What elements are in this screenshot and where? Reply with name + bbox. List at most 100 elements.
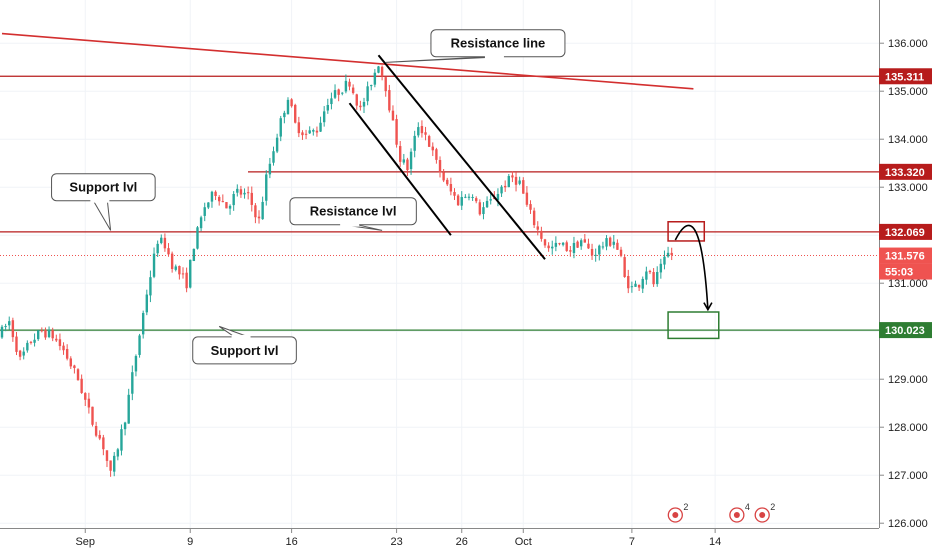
candle-body: [656, 271, 659, 285]
candle-body: [601, 246, 605, 248]
callout-pointer: [92, 200, 112, 231]
callout-joint: [484, 54, 504, 59]
candle-body: [210, 191, 214, 202]
candle-body: [435, 149, 438, 160]
x-tick-label: 14: [709, 536, 721, 548]
candle-body: [141, 312, 145, 335]
resistance-trendline: [1, 32, 694, 90]
candle-body: [225, 202, 228, 209]
channel-lower: [348, 102, 452, 236]
candle-body: [547, 245, 550, 249]
candle-body: [630, 286, 634, 288]
candle-body: [641, 278, 644, 289]
candle-body: [254, 205, 257, 218]
time-axis[interactable]: Sep 9 16 23 26 Oct 7 14: [75, 528, 721, 548]
candle-body: [218, 196, 221, 202]
y-tick-label: 128.000: [888, 422, 928, 434]
x-tick-label: 26: [456, 536, 468, 548]
candle-body: [257, 216, 261, 219]
candle-body: [619, 249, 623, 256]
candle-body: [377, 66, 380, 73]
y-tick-label: 134.000: [888, 134, 928, 146]
candle-body: [330, 98, 333, 105]
callout: Support lvl: [51, 173, 156, 231]
y-tick-label: 136.000: [888, 38, 928, 50]
candle-body: [73, 365, 76, 369]
candle-body: [417, 127, 420, 136]
candle-body: [406, 159, 409, 171]
event-marker: 2: [754, 502, 775, 523]
candle-body: [431, 146, 434, 151]
event-count: 4: [745, 502, 750, 512]
price-tag: 133.320: [885, 167, 925, 179]
candle-body: [156, 243, 159, 254]
event-icon-core: [733, 512, 740, 518]
candle-body: [529, 204, 532, 210]
callout-pointer: [218, 325, 249, 338]
candle-body: [120, 429, 123, 451]
candle-body: [98, 434, 101, 439]
callout-label: Resistance lvl: [310, 204, 397, 219]
candle-body: [272, 151, 275, 163]
callout: Resistance lvl: [289, 197, 417, 231]
candle-body: [612, 241, 615, 245]
price-axis[interactable]: 126.000127.000128.000129.000130.000131.0…: [879, 38, 928, 530]
candle-body: [22, 351, 25, 356]
candle-body: [370, 85, 373, 87]
candle-body: [525, 192, 529, 205]
candle-body: [446, 179, 449, 185]
candle-body: [123, 422, 127, 430]
candle-body: [236, 188, 239, 193]
candle-body: [127, 394, 130, 424]
current-price-tag: 131.576: [885, 251, 925, 263]
candle-body: [442, 172, 445, 181]
candle-body: [362, 101, 366, 107]
candle-body: [569, 250, 572, 252]
candle-body: [178, 265, 181, 275]
y-tick-label: 126.000: [888, 518, 928, 530]
candlesticks: [0, 65, 673, 477]
sell-zone: [667, 221, 706, 242]
candle-body: [666, 252, 670, 257]
candle-body: [275, 137, 279, 152]
candle-body: [543, 239, 547, 246]
event-markers: 2 4 2: [667, 502, 775, 523]
candle-body: [351, 87, 355, 94]
candle-body: [670, 252, 673, 256]
x-tick-label: 23: [390, 536, 402, 548]
target-zone: [667, 311, 720, 340]
candle-body: [203, 207, 206, 216]
candle-body: [250, 192, 253, 205]
candle-body: [514, 176, 518, 185]
price-tag: 130.023: [885, 325, 925, 337]
candle-body: [561, 242, 565, 245]
candle-body: [659, 263, 663, 273]
candle-body: [554, 242, 558, 247]
candle-body: [29, 341, 33, 343]
candle-body: [399, 146, 402, 162]
candle-body: [268, 163, 272, 175]
callout-label: Resistance line: [451, 36, 546, 51]
candle-body: [507, 176, 510, 188]
candle-body: [598, 245, 601, 255]
candle-body: [261, 201, 264, 220]
candle-body: [616, 242, 619, 250]
candle-body: [648, 270, 652, 273]
candle-body: [572, 242, 576, 254]
event-marker: 4: [729, 502, 750, 523]
candle-body: [58, 339, 62, 347]
candle-body: [243, 192, 246, 195]
callout-label: Support lvl: [211, 343, 279, 358]
trendlines: [1, 32, 694, 260]
candle-body: [366, 86, 369, 102]
callout-label: Support lvl: [69, 180, 137, 195]
candle-body: [113, 455, 116, 472]
candle-body: [297, 122, 301, 134]
candle-body: [279, 118, 282, 137]
candle-body: [160, 237, 163, 244]
candle-body: [51, 330, 54, 339]
candle-body: [315, 130, 319, 133]
projection-arrowhead: [703, 302, 713, 312]
candle-body: [341, 92, 344, 94]
